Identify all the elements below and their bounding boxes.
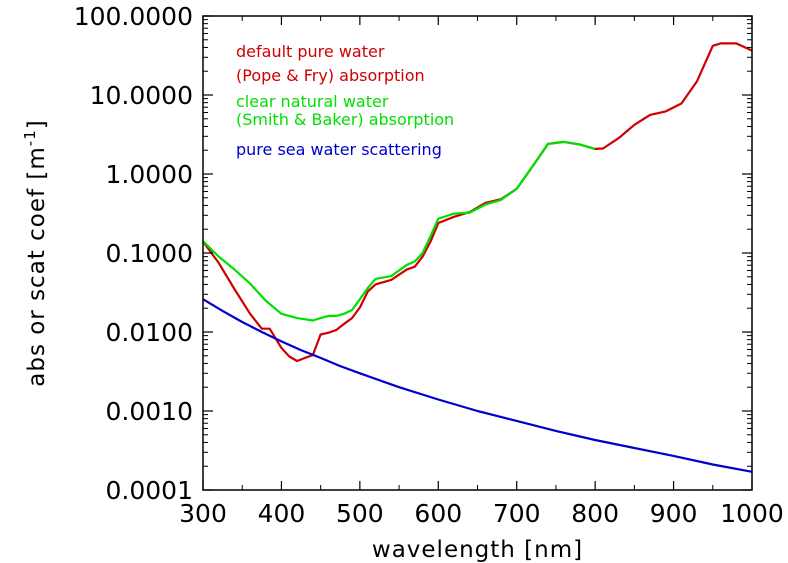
y-tick-label: 0.0100 [106, 318, 193, 347]
x-tick-label: 500 [336, 499, 384, 528]
y-tick-label: 100.0000 [74, 2, 193, 31]
y-tick-label: 0.1000 [106, 239, 193, 268]
legend-entry-3-line-1: pure sea water scattering [236, 140, 442, 159]
x-tick-label: 400 [258, 499, 306, 528]
legend-layer: default pure water (Pope & Fry) absorptio… [236, 42, 454, 159]
x-axis-label: wavelength [nm] [372, 537, 583, 563]
y-tick-label: 0.0010 [106, 397, 193, 426]
y-axis-label-close: ] [24, 119, 50, 129]
legend-entry-2-line-2: (Smith & Baker) absorption [236, 110, 454, 129]
y-axis-label-main: abs or scat coef [m [24, 146, 50, 387]
series-line-2 [202, 140, 596, 322]
x-tick-label: 600 [414, 499, 462, 528]
x-tick-label: 900 [650, 499, 698, 528]
legend-entry-1-line-2: (Pope & Fry) absorption [236, 66, 425, 85]
plot-frame [202, 15, 753, 491]
y-tick-label: 0.0001 [106, 476, 193, 505]
y-tick-label: 1.0000 [106, 160, 193, 189]
y-axis-label-superscript: -1 [21, 129, 39, 146]
x-tick-label: 1000 [720, 499, 784, 528]
series-layer [202, 42, 753, 473]
legend-entry-1-line-1: default pure water [236, 42, 385, 61]
legend-entry-2-line-1: clear natural water [236, 92, 389, 111]
series-line-3 [202, 298, 753, 473]
y-tick-label: 10.0000 [90, 81, 193, 110]
x-tick-label: 800 [571, 499, 619, 528]
ticks-layer: 300 400 500 600 700 800 900 1000 0.0001 0.0010 0.0… [74, 2, 784, 528]
x-tick-label: 300 [179, 499, 227, 528]
y-axis-label: abs or scat coef [m-1] [21, 119, 50, 387]
series-line-1 [202, 42, 753, 363]
x-tick-label: 700 [493, 499, 541, 528]
